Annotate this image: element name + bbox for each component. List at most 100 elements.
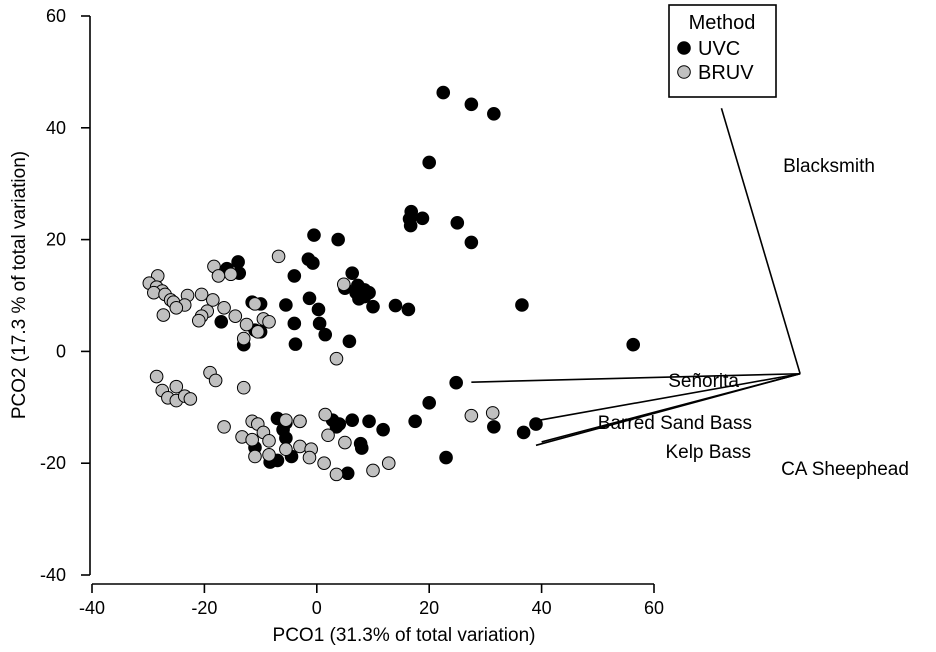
point-uvc	[287, 316, 302, 331]
point-bruv	[302, 450, 317, 465]
point-bruv	[245, 432, 259, 447]
point-bruv	[336, 277, 351, 292]
point-uvc	[515, 298, 529, 312]
point-bruv	[329, 351, 344, 366]
vector-line-ca-sheephead	[541, 372, 801, 443]
point-bruv	[321, 428, 335, 443]
point-bruv	[279, 442, 293, 457]
point-bruv	[248, 449, 262, 464]
point-uvc	[376, 422, 390, 437]
point-uvc	[352, 292, 366, 306]
point-bruv	[169, 300, 184, 315]
point-uvc	[403, 218, 418, 233]
point-uvc	[439, 450, 453, 465]
point-uvc	[487, 107, 501, 121]
point-bruv	[279, 413, 293, 427]
legend-marker-bruv	[677, 65, 691, 79]
point-bruv	[147, 285, 161, 300]
point-bruv	[317, 456, 331, 471]
point-bruv	[206, 293, 220, 307]
point-uvc	[436, 85, 451, 100]
point-bruv	[217, 420, 231, 434]
y-axis-title: PCO2 (17.3 % of total variation)	[9, 151, 30, 419]
point-bruv	[217, 300, 231, 315]
point-uvc	[388, 298, 403, 313]
point-uvc	[415, 211, 430, 226]
x-tick-label: 20	[419, 598, 439, 618]
legend-label-uvc: UVC	[698, 38, 740, 60]
point-uvc	[450, 216, 465, 230]
point-bruv	[464, 408, 479, 423]
point-bruv	[485, 406, 500, 420]
point-uvc	[345, 266, 360, 280]
point-bruv	[169, 379, 184, 394]
point-bruv	[248, 297, 262, 311]
point-bruv	[293, 414, 307, 429]
series-uvc	[214, 85, 641, 481]
point-uvc	[331, 232, 345, 247]
point-uvc	[332, 417, 347, 431]
vector-label-barred-sand-bass: Barred Sand Bass	[598, 413, 752, 434]
point-uvc	[287, 269, 302, 283]
point-bruv	[262, 314, 276, 329]
x-tick-label: -20	[191, 598, 217, 618]
data-points	[142, 85, 641, 482]
vector-label-ca-sheephead: CA Sheephead	[781, 459, 909, 480]
point-bruv	[250, 325, 265, 339]
point-bruv	[262, 448, 276, 462]
point-bruv	[211, 269, 226, 283]
point-uvc	[516, 425, 531, 440]
point-bruv	[224, 267, 238, 282]
legend-label-bruv: BRUV	[698, 62, 754, 84]
point-uvc	[366, 299, 380, 314]
x-axis-title: PCO1 (31.3% of total variation)	[273, 625, 536, 646]
point-uvc	[279, 298, 293, 312]
series-bruv	[142, 249, 500, 482]
point-uvc	[288, 337, 303, 351]
y-ticks: -40 -20 0 20 40 60	[40, 6, 90, 585]
axes: -40 -20 0 20 40 60 -40 -20 0 20 40 60	[40, 6, 664, 618]
y-tick-label: -20	[40, 453, 66, 473]
x-tick-label: 0	[312, 598, 322, 618]
correlation-vectors: Blacksmith Señorita Barred Sand Bass Kelp B…	[471, 108, 909, 480]
vector-line-barred-sand-bass	[533, 372, 801, 423]
point-uvc	[464, 235, 479, 250]
point-uvc	[362, 414, 376, 429]
point-bruv	[194, 287, 209, 302]
point-bruv	[329, 467, 344, 482]
y-tick-label: 20	[46, 230, 66, 250]
point-bruv	[236, 331, 251, 346]
x-tick-label: 60	[644, 598, 664, 618]
point-uvc	[306, 256, 320, 270]
point-bruv	[293, 439, 307, 454]
vector-label-kelp-bass: Kelp Bass	[665, 442, 751, 463]
point-uvc	[487, 420, 501, 434]
point-bruv	[228, 309, 243, 323]
point-bruv	[318, 407, 333, 422]
vector-label-blacksmith: Blacksmith	[783, 156, 875, 177]
y-tick-label: 0	[56, 341, 66, 361]
y-tick-label: 40	[46, 118, 66, 138]
point-bruv	[239, 317, 254, 332]
vector-label-se-orita: Señorita	[668, 371, 739, 392]
vector-line-se-orita	[471, 372, 801, 383]
x-tick-label: 40	[532, 598, 552, 618]
point-uvc	[422, 396, 437, 410]
point-bruv	[381, 456, 396, 471]
point-uvc	[342, 334, 357, 349]
point-bruv	[366, 463, 380, 478]
point-uvc	[231, 255, 245, 269]
y-tick-label: -40	[40, 565, 66, 585]
x-tick-label: -40	[79, 598, 105, 618]
point-uvc	[214, 314, 229, 329]
point-bruv	[236, 380, 251, 395]
x-ticks: -40 -20 0 20 40 60	[79, 584, 664, 618]
point-bruv	[208, 373, 223, 388]
point-uvc	[302, 291, 317, 306]
point-uvc	[626, 337, 641, 352]
point-uvc	[318, 327, 333, 342]
point-bruv	[191, 313, 206, 328]
